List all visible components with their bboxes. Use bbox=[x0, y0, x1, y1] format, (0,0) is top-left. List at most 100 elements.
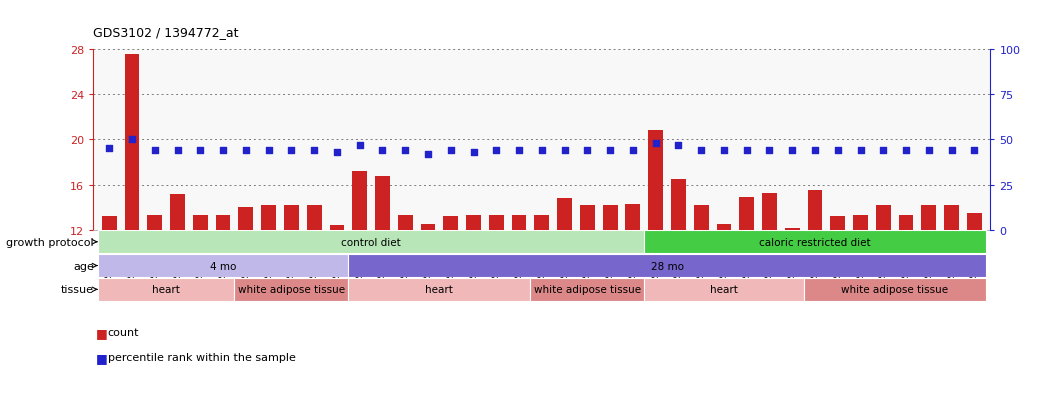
Point bbox=[898, 147, 915, 154]
Text: 4 mo: 4 mo bbox=[209, 261, 236, 271]
Bar bbox=[511, 216, 527, 230]
Text: percentile rank within the sample: percentile rank within the sample bbox=[108, 352, 296, 362]
Bar bbox=[307, 205, 321, 230]
Point bbox=[784, 147, 801, 154]
Point bbox=[693, 147, 709, 154]
Point bbox=[556, 147, 572, 154]
Bar bbox=[97, 231, 644, 254]
Bar bbox=[534, 216, 550, 230]
Text: age: age bbox=[73, 261, 93, 271]
Bar bbox=[808, 191, 822, 230]
Bar bbox=[922, 205, 936, 230]
Point bbox=[215, 147, 231, 154]
Point bbox=[192, 147, 208, 154]
Bar bbox=[644, 231, 986, 254]
Point bbox=[761, 147, 778, 154]
Point bbox=[830, 147, 846, 154]
Point bbox=[420, 151, 437, 158]
Bar bbox=[124, 55, 139, 230]
Point bbox=[260, 147, 277, 154]
Bar bbox=[804, 278, 986, 301]
Text: growth protocol: growth protocol bbox=[6, 237, 93, 247]
Bar bbox=[694, 205, 708, 230]
Bar bbox=[239, 208, 253, 230]
Point bbox=[852, 147, 869, 154]
Bar bbox=[398, 216, 413, 230]
Point bbox=[169, 147, 186, 154]
Point bbox=[101, 146, 117, 152]
Bar bbox=[625, 204, 640, 230]
Bar bbox=[348, 278, 531, 301]
Point bbox=[875, 147, 892, 154]
Text: ■: ■ bbox=[95, 351, 107, 364]
Point bbox=[921, 147, 937, 154]
Bar bbox=[966, 214, 982, 230]
Bar bbox=[353, 171, 367, 230]
Bar bbox=[739, 197, 754, 230]
Bar bbox=[602, 205, 617, 230]
Bar bbox=[488, 216, 504, 230]
Point bbox=[966, 147, 983, 154]
Bar bbox=[467, 216, 481, 230]
Point bbox=[397, 147, 414, 154]
Bar bbox=[284, 205, 299, 230]
Bar bbox=[648, 131, 663, 230]
Bar bbox=[580, 205, 595, 230]
Text: white adipose tissue: white adipose tissue bbox=[841, 285, 948, 294]
Text: 28 mo: 28 mo bbox=[650, 261, 683, 271]
Text: heart: heart bbox=[425, 285, 453, 294]
Text: heart: heart bbox=[710, 285, 738, 294]
Point bbox=[511, 147, 528, 154]
Bar bbox=[945, 205, 959, 230]
Point bbox=[670, 142, 686, 149]
Text: count: count bbox=[108, 328, 139, 337]
Text: caloric restricted diet: caloric restricted diet bbox=[759, 237, 871, 247]
Bar bbox=[831, 217, 845, 230]
Point bbox=[624, 147, 641, 154]
Point bbox=[944, 147, 960, 154]
Point bbox=[647, 140, 664, 147]
Text: white adipose tissue: white adipose tissue bbox=[534, 285, 641, 294]
Bar bbox=[421, 225, 436, 230]
Text: control diet: control diet bbox=[341, 237, 401, 247]
Bar bbox=[444, 217, 458, 230]
Point bbox=[533, 147, 550, 154]
Text: heart: heart bbox=[152, 285, 180, 294]
Point bbox=[807, 147, 823, 154]
Bar bbox=[234, 278, 348, 301]
Point bbox=[488, 147, 505, 154]
Point bbox=[738, 147, 755, 154]
Point bbox=[601, 147, 618, 154]
Bar bbox=[330, 226, 344, 230]
Bar bbox=[899, 216, 914, 230]
Bar bbox=[876, 205, 891, 230]
Bar bbox=[216, 216, 230, 230]
Bar bbox=[762, 193, 777, 230]
Bar bbox=[97, 278, 234, 301]
Text: GDS3102 / 1394772_at: GDS3102 / 1394772_at bbox=[93, 26, 239, 39]
Text: ■: ■ bbox=[95, 326, 107, 339]
Point bbox=[123, 137, 140, 143]
Bar bbox=[531, 278, 644, 301]
Bar bbox=[193, 216, 207, 230]
Point bbox=[329, 149, 345, 156]
Bar bbox=[671, 180, 685, 230]
Point bbox=[443, 147, 459, 154]
Bar bbox=[785, 228, 800, 230]
Bar bbox=[102, 217, 117, 230]
Point bbox=[283, 147, 300, 154]
Point bbox=[306, 147, 323, 154]
Point bbox=[352, 142, 368, 149]
Bar bbox=[853, 216, 868, 230]
Bar bbox=[170, 194, 185, 230]
Point bbox=[146, 147, 163, 154]
Bar bbox=[375, 176, 390, 230]
Point bbox=[579, 147, 595, 154]
Bar bbox=[97, 254, 348, 277]
Point bbox=[466, 149, 482, 156]
Bar bbox=[348, 254, 986, 277]
Bar bbox=[644, 278, 804, 301]
Bar bbox=[717, 225, 731, 230]
Point bbox=[237, 147, 254, 154]
Text: tissue: tissue bbox=[61, 285, 93, 294]
